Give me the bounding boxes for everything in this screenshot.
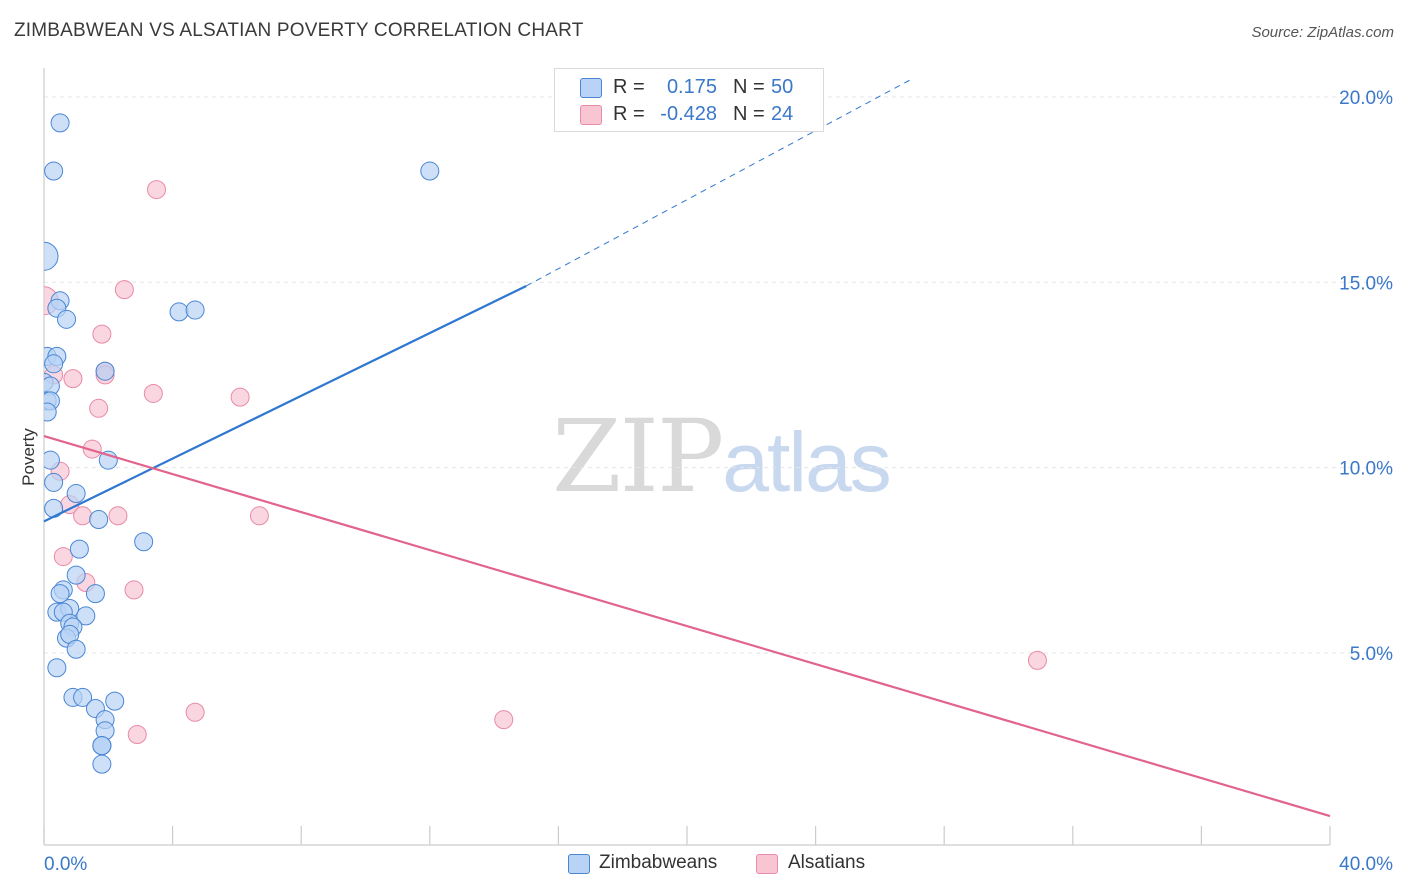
- alsatians-point: [1027, 650, 1047, 670]
- zimbabweans-point: [92, 754, 112, 774]
- zimbabweans-point: [66, 565, 86, 585]
- watermark: ZIPatlas: [552, 398, 892, 515]
- alsatians-point: [73, 506, 93, 526]
- zimbabweans-point: [185, 300, 205, 320]
- alsatians-point: [114, 280, 134, 300]
- alsatians-point: [185, 702, 205, 722]
- zimbabweans-point: [73, 687, 93, 707]
- legend-n-value: 50: [771, 76, 794, 98]
- alsatians-point: [494, 710, 514, 730]
- legend-label: Zimbabweans: [599, 852, 718, 873]
- zimbabweans-point: [85, 584, 105, 604]
- alsatians-point: [230, 387, 250, 407]
- chart-title: ZIMBABWEAN VS ALSATIAN POVERTY CORRELATI…: [14, 20, 584, 41]
- legend-row-alsatians: R = -0.428 N = 24: [555, 101, 823, 129]
- alsatians-point: [63, 369, 83, 389]
- legend-n-value: 24: [771, 103, 794, 125]
- alsatians-point: [143, 383, 163, 403]
- alsatians-point: [82, 439, 102, 459]
- correlation-legend: R = 0.175 N = 50 R = -0.428 N = 24: [554, 68, 824, 132]
- zimbabweans-point: [420, 161, 440, 181]
- x-tick-label-max: 40.0%: [1339, 854, 1393, 875]
- zimbabweans-point: [69, 539, 89, 559]
- alsatians-point: [249, 506, 269, 526]
- y-axis-label: Poverty: [19, 428, 38, 486]
- legend-swatch-pink: [580, 105, 602, 125]
- zimbabweans-point: [134, 532, 154, 552]
- x-tick-label-min: 0.0%: [44, 854, 87, 875]
- zimbabweans-point: [44, 161, 64, 181]
- alsatians-point: [147, 180, 167, 200]
- legend-label: Alsatians: [788, 852, 866, 873]
- zimbabweans-point: [76, 606, 96, 626]
- zimbabweans-point: [44, 402, 57, 422]
- zimbabweans-point: [44, 450, 60, 470]
- legend-swatch-blue: [580, 78, 602, 98]
- legend-n-label: N =: [733, 103, 765, 125]
- zimbabweans-point: [92, 736, 112, 756]
- source-label: Source: ZipAtlas.com: [1251, 24, 1394, 41]
- alsatians-point: [89, 398, 109, 418]
- y-tick-label: 10.0%: [1339, 459, 1393, 480]
- zimbabweans-point: [44, 354, 64, 374]
- zimbabweans-point: [44, 472, 64, 492]
- legend-r-value: -0.428: [660, 103, 717, 125]
- alsatians-point: [108, 506, 128, 526]
- zimbabweans-point: [47, 658, 67, 678]
- alsatians-point: [127, 725, 147, 745]
- zimbabweans-point: [95, 361, 115, 381]
- zimbabweans-point: [50, 584, 70, 604]
- alsatians-point: [92, 324, 112, 344]
- legend-r-value: 0.175: [666, 76, 717, 98]
- zimbabweans-point: [66, 639, 86, 659]
- zimbabweans-point: [169, 302, 189, 322]
- legend-n-label: N =: [733, 76, 765, 98]
- watermark-zip: ZIP: [552, 398, 724, 515]
- legend-r-label: R =: [613, 76, 645, 98]
- y-tick-label: 5.0%: [1350, 644, 1393, 665]
- zimbabweans-point: [66, 484, 86, 504]
- zimbabweans-point: [50, 113, 70, 133]
- alsatians-trendline: [43, 435, 1331, 818]
- legend-r-label: R =: [613, 103, 645, 125]
- legend-row-zimbabweans: R = 0.175 N = 50: [555, 74, 823, 102]
- zimbabweans-trendline: [43, 284, 527, 523]
- zimbabweans-point: [89, 509, 109, 529]
- y-tick-label: 20.0%: [1339, 88, 1393, 109]
- alsatians-point: [124, 580, 144, 600]
- alsatians-point: [53, 547, 73, 567]
- legend-swatch-pink: [756, 854, 778, 874]
- legend-swatch-blue: [568, 854, 590, 874]
- zimbabweans-point: [57, 309, 77, 329]
- watermark-atlas: atlas: [722, 415, 891, 509]
- y-tick-label: 15.0%: [1339, 273, 1393, 294]
- zimbabweans-point: [44, 241, 59, 271]
- zimbabweans-point: [105, 691, 125, 711]
- points-layer: [44, 113, 1047, 774]
